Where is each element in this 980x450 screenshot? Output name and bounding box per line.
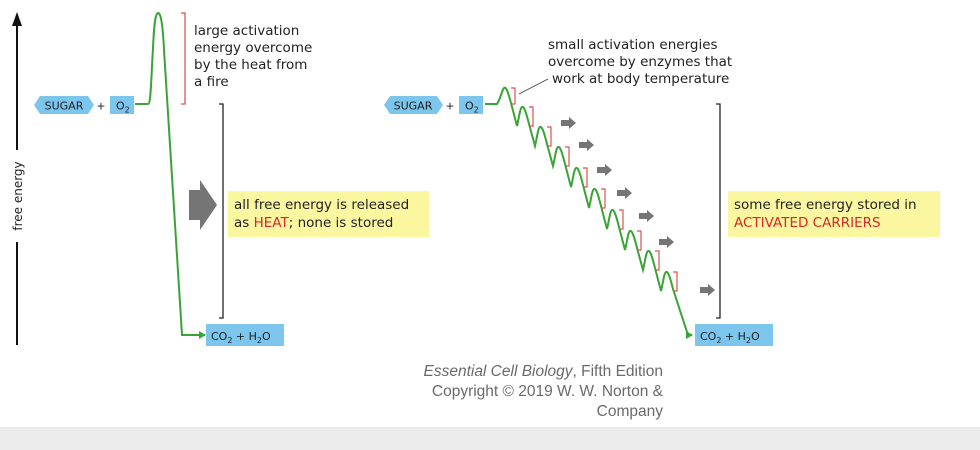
right-reactants: SUGAR + O2 <box>384 96 483 115</box>
sugar-label-right: SUGAR <box>394 100 433 113</box>
products-label-right: CO2 + H2O <box>700 330 760 345</box>
right-note-line-2: overcome by enzymes that <box>548 54 732 70</box>
left-energy-curve <box>135 11 206 339</box>
left-note-line-1: large activation <box>194 23 299 39</box>
release-arrow <box>700 284 715 296</box>
left-energy-bracket <box>219 103 224 319</box>
activation-bracket <box>673 271 678 292</box>
activation-bracket <box>529 106 534 127</box>
release-arrow <box>579 139 594 151</box>
activation-bracket <box>511 87 516 105</box>
plus-sign-right: + <box>445 100 454 113</box>
release-arrow <box>597 164 612 176</box>
left-products: CO2 + H2O <box>206 324 284 346</box>
heat-release-arrow <box>189 180 217 230</box>
o2-box-right <box>459 96 483 114</box>
right-result-line-1: some free energy stored in <box>734 197 917 213</box>
free-energy-axis: free energy <box>9 12 25 345</box>
sugar-box-right <box>384 96 443 114</box>
small-activation-brackets <box>511 87 678 292</box>
right-note-line-1: small activation energies <box>548 37 718 53</box>
left-note-line-3: by the heat from <box>194 57 307 73</box>
stepwise-release-arrows <box>561 117 715 296</box>
caption-book-line: Essential Cell Biology, Fifth Edition <box>300 362 663 382</box>
sugar-label-left: SUGAR <box>45 100 84 113</box>
right-note-line-3: work at body temperature <box>552 71 729 87</box>
right-products: CO2 + H2O <box>695 324 773 346</box>
book-edition: , Fifth Edition <box>572 363 663 380</box>
bottom-band <box>0 427 980 450</box>
activation-bracket <box>637 230 642 251</box>
note-pointer-line <box>518 78 549 95</box>
activation-bracket <box>601 188 606 209</box>
release-arrow <box>639 210 654 222</box>
release-arrow <box>617 187 632 199</box>
right-result-box <box>728 191 940 237</box>
energy-diagram-figure: free energy SUGAR + O2 large activation … <box>9 11 940 346</box>
o2-label-right: O2 <box>465 100 479 115</box>
left-note-line-4: a fire <box>194 74 229 90</box>
products-box-left <box>206 324 284 346</box>
book-title: Essential Cell Biology <box>423 363 573 380</box>
energy-diagram: free energy SUGAR + O2 large activation … <box>9 11 940 346</box>
left-activation-bracket <box>181 12 186 105</box>
caption-copyright-line-2: Company <box>596 403 663 420</box>
sugar-box-left <box>34 96 94 114</box>
activation-bracket <box>655 250 660 271</box>
right-energy-curve <box>485 86 693 339</box>
products-label-left: CO2 + H2O <box>211 330 271 345</box>
o2-label-left: O2 <box>116 100 130 115</box>
left-result-line-1: all free energy is released <box>234 197 409 213</box>
plus-sign-left: + <box>96 100 105 113</box>
activated-carriers-highlight: ACTIVATED CARRIERS <box>734 215 881 231</box>
left-reactants: SUGAR + O2 <box>34 96 134 115</box>
release-arrow <box>561 117 576 129</box>
left-activation-note: large activation energy overcome by the … <box>194 23 312 90</box>
products-box-right <box>695 324 773 346</box>
activation-bracket <box>583 167 588 188</box>
right-energy-bracket <box>716 103 721 319</box>
activation-bracket <box>547 126 552 147</box>
right-activation-note: small activation energies overcome by en… <box>548 37 732 87</box>
axis-label: free energy <box>11 161 25 230</box>
left-result-line-2: as HEAT; none is stored <box>234 215 393 231</box>
left-result-box <box>228 191 429 237</box>
activation-bracket <box>619 209 624 230</box>
release-arrow <box>659 236 674 248</box>
o2-box-left <box>110 96 134 114</box>
caption-copyright-line-1: Copyright © 2019 W. W. Norton & <box>431 383 663 400</box>
activation-bracket <box>565 146 570 167</box>
heat-highlight: HEAT <box>254 215 290 231</box>
left-note-line-2: energy overcome <box>194 40 312 56</box>
figure-caption: Essential Cell Biology, Fifth Edition Co… <box>300 362 663 422</box>
